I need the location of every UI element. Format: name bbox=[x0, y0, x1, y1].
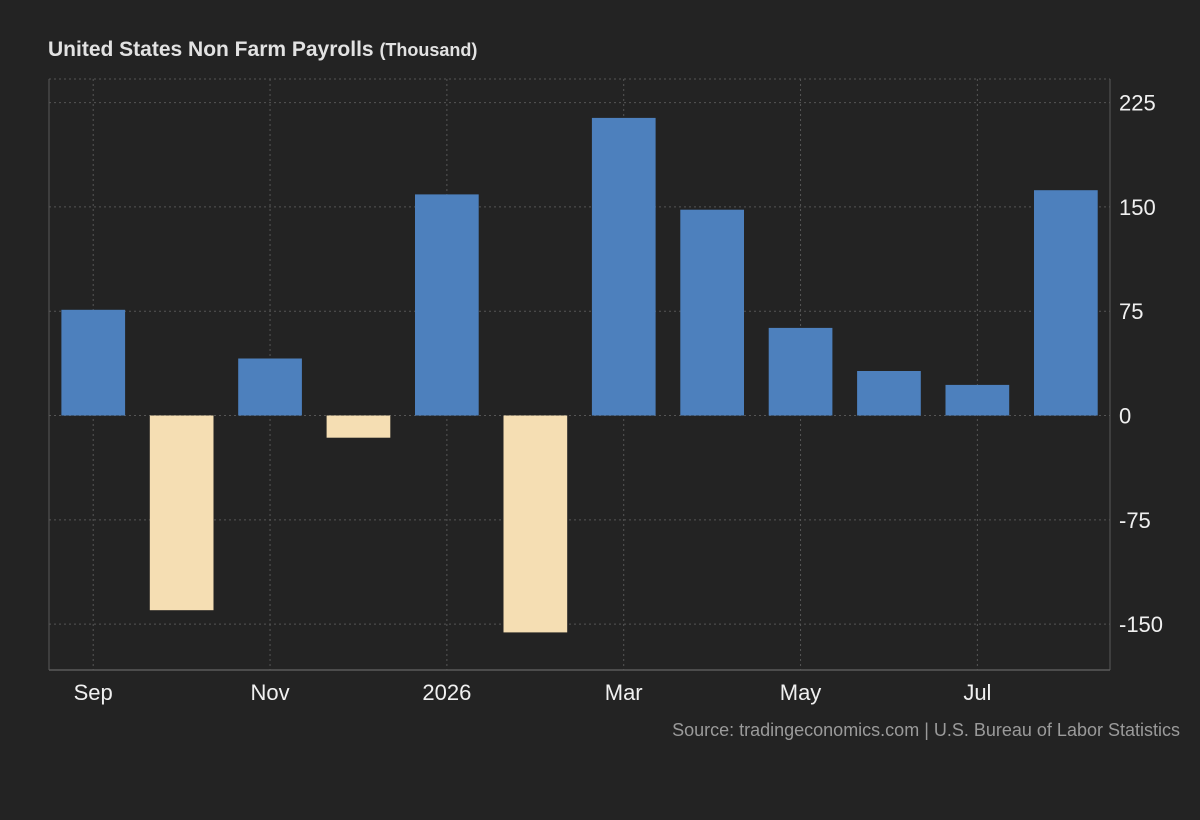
bar-2026-06 bbox=[857, 371, 921, 416]
bar-2026-07 bbox=[945, 384, 1010, 416]
y-tick-label: 0 bbox=[1119, 404, 1131, 429]
bar-2025-10 bbox=[149, 415, 214, 611]
bar-2026-08 bbox=[1034, 190, 1098, 416]
x-tick-label: Sep bbox=[74, 680, 113, 705]
bar-2026-02 bbox=[503, 415, 568, 633]
y-tick-label: -75 bbox=[1119, 508, 1151, 533]
bar-2025-09 bbox=[61, 309, 126, 416]
chart-title: United States Non Farm Payrolls (Thousan… bbox=[48, 38, 478, 61]
chart-unit: (Thousand) bbox=[379, 40, 478, 60]
y-tick-label: 150 bbox=[1119, 195, 1156, 220]
y-tick-label: 75 bbox=[1119, 299, 1143, 324]
x-tick-label: Nov bbox=[250, 680, 289, 705]
bar-2025-12 bbox=[326, 415, 391, 438]
x-tick-label: 2026 bbox=[422, 680, 471, 705]
bar-2026-04 bbox=[680, 209, 744, 416]
bar-2026-01 bbox=[415, 194, 479, 416]
bar-2026-03 bbox=[591, 117, 656, 416]
x-tick-label: May bbox=[780, 680, 822, 705]
bar-2025-11 bbox=[238, 358, 302, 416]
chart-source: Source: tradingeconomics.com | U.S. Bure… bbox=[672, 720, 1180, 740]
bar-2026-05 bbox=[768, 327, 833, 416]
y-tick-label: 225 bbox=[1119, 91, 1156, 116]
x-tick-label: Mar bbox=[605, 680, 643, 705]
y-axis-ticks: 225 150 75 0 -75 -150 bbox=[1119, 91, 1163, 637]
x-tick-label: Jul bbox=[963, 680, 991, 705]
x-axis-ticks: Sep Nov 2026 Mar May Jul bbox=[74, 680, 992, 705]
y-tick-label: -150 bbox=[1119, 612, 1163, 637]
bars bbox=[61, 117, 1098, 633]
axes bbox=[48, 79, 1111, 671]
